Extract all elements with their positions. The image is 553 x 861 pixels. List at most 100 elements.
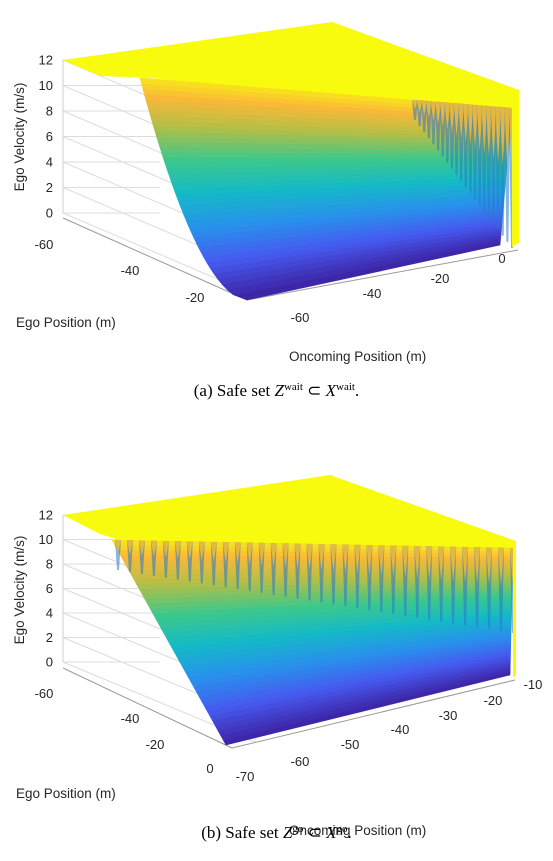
z-tick-label: 6 — [46, 581, 53, 596]
y-tick-label: -20 — [186, 290, 205, 305]
z-tick-label: 8 — [46, 104, 53, 119]
x-axis-line — [231, 679, 516, 749]
surface-ripple — [467, 104, 474, 194]
surface-ripple — [378, 545, 385, 576]
surface-ripple — [476, 105, 483, 206]
surface-top-plateau — [63, 22, 519, 118]
surface-ripple — [472, 104, 479, 200]
x-tick-label: -60 — [291, 754, 310, 769]
z-tick-label: 4 — [46, 155, 53, 170]
surface-ripple — [499, 107, 506, 166]
surface-ripple — [481, 105, 488, 154]
surface-plot-wait: 12 10 8 6 4 2 0 -60 -40 -20 -60 -40 -20 0 Ego Velocity… — [12, 22, 519, 364]
surface-ripple — [390, 545, 397, 614]
surface-ripple — [462, 104, 469, 142]
y-tick-label: -60 — [35, 686, 54, 701]
surface-ripple — [450, 546, 457, 582]
surface-ripple — [504, 107, 511, 242]
surface-ripple — [486, 547, 493, 585]
surface-ripple — [186, 541, 193, 582]
surface-ripple — [453, 103, 460, 136]
surface-ripple — [198, 541, 205, 561]
surface-ripple — [430, 101, 437, 121]
surface-ripple — [421, 100, 428, 133]
x-axis-title: Oncoming Position (m) — [289, 823, 426, 838]
surface-ripple — [416, 100, 423, 112]
surface-ripple — [390, 545, 397, 577]
surface-right-edge — [512, 90, 519, 247]
surface-ripple — [318, 544, 325, 571]
surface-ripple — [174, 541, 181, 580]
surface-ripple — [282, 543, 289, 568]
surface-ripple — [453, 103, 460, 175]
caption-wait: (a) Safe set Zwait ⊂ Xwait. — [193, 381, 360, 400]
surface-ripple — [458, 103, 465, 181]
x-tick-label: -40 — [363, 286, 382, 301]
surface-ripple — [330, 544, 337, 572]
surface-plot-go: 12 10 8 6 4 2 0 -60 -40 -20 0 -70 -60 -50 -40 -30 -20 -10… — [12, 475, 542, 838]
surface-ripple — [450, 546, 457, 624]
x-tick-label: -20 — [484, 693, 503, 708]
surface-ripple — [444, 102, 451, 163]
surface-ripple — [402, 545, 409, 616]
surface-ripple — [425, 101, 432, 118]
x-tick-label: 0 — [498, 251, 505, 266]
z-tick-label: 12 — [39, 508, 53, 523]
surface-ripple — [439, 102, 446, 127]
y-axis-line — [62, 667, 233, 749]
surface-ripple — [138, 540, 145, 574]
surface-ripple — [438, 546, 445, 581]
surface-ripple — [495, 106, 502, 163]
surface-ripple — [438, 546, 445, 622]
surface-ripple — [414, 546, 421, 618]
surface-ripple — [421, 100, 428, 115]
surface-ripple — [426, 546, 433, 580]
z-tick-label: 10 — [39, 532, 53, 547]
z-tick-label: 2 — [46, 630, 53, 645]
x-tick-label: -60 — [291, 310, 310, 325]
surface-ripple — [222, 542, 229, 588]
y-tick-label: -20 — [146, 737, 165, 752]
y-axis-line — [62, 217, 248, 301]
surface-ripple — [126, 540, 133, 555]
surface-ripple — [474, 547, 481, 628]
chart-panel-go: 12 10 8 6 4 2 0 -60 -40 -20 0 -70 -60 -50 -40 -30 -20 -10… — [0, 430, 553, 861]
surface-ripple — [234, 542, 241, 590]
surface-ripple — [444, 102, 451, 130]
surface-ripple — [412, 100, 418, 109]
surface-ripple — [282, 543, 289, 597]
surface-ripple — [115, 540, 121, 570]
surface-ripple — [476, 105, 483, 151]
surface-ripple — [462, 104, 469, 188]
surface-ripple — [258, 542, 265, 566]
x-tick-label: -20 — [431, 271, 450, 286]
z-tick-label: 8 — [46, 557, 53, 572]
z-axis-title: Ego Velocity (m/s) — [12, 83, 27, 192]
surface-ripple — [416, 100, 423, 127]
surface-ripple — [150, 540, 157, 557]
z-tick-label: 0 — [46, 655, 53, 670]
surface-ripple — [462, 547, 469, 626]
surface-ripple — [467, 104, 474, 145]
z-tick-label: 10 — [39, 78, 53, 93]
chart-panel-wait: 12 10 8 6 4 2 0 -60 -40 -20 -60 -40 -20 0 Ego Velocity… — [0, 0, 553, 430]
surface-ripple — [330, 544, 337, 605]
surface-ripple — [504, 107, 511, 169]
y-axis-title: Ego Position (m) — [16, 786, 116, 801]
x-tick-label: -70 — [236, 769, 255, 784]
surface-ripple — [366, 545, 373, 611]
surface-top-plateau — [63, 475, 516, 560]
surface-ripple — [435, 101, 442, 124]
z-tick-label: 0 — [46, 206, 53, 221]
surface-ripple — [198, 541, 205, 584]
surface-ripple — [481, 105, 488, 212]
surface-ripple — [485, 106, 492, 218]
surface-ripple — [174, 541, 181, 559]
surface-ripple — [474, 547, 481, 584]
surface-ripple — [294, 543, 301, 599]
surface-ripple — [402, 545, 409, 578]
caption-go: (b) Safe set Zgo ⊂ Xgo. — [201, 823, 352, 842]
surface-ripple — [485, 106, 492, 157]
x-tick-label: -50 — [341, 737, 360, 752]
z-axis-title: Ego Velocity (m/s) — [12, 536, 27, 645]
